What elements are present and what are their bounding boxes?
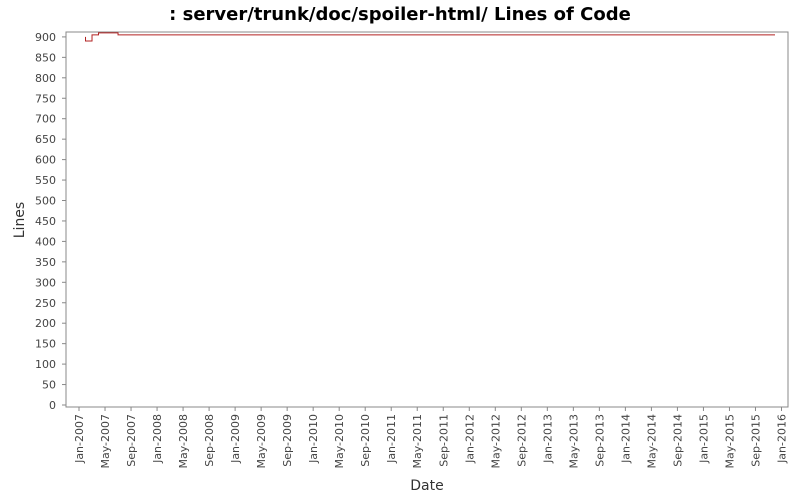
x-tick-label: Sep-2008 <box>203 414 216 467</box>
y-tick-label: 50 <box>42 379 56 392</box>
x-tick-label: May-2014 <box>645 414 658 469</box>
y-tick-label: 250 <box>35 297 56 310</box>
y-tick-label: 200 <box>35 317 56 330</box>
plot-area <box>65 31 789 408</box>
x-tick-label: Sep-2010 <box>359 414 372 467</box>
y-tick-label: 450 <box>35 215 56 228</box>
y-tick-label: 500 <box>35 195 56 208</box>
data-line <box>85 32 775 42</box>
x-tick-label: May-2013 <box>567 414 580 469</box>
y-tick-label: 100 <box>35 358 56 371</box>
x-tick-label: May-2015 <box>723 414 736 469</box>
y-tick-label: 150 <box>35 338 56 351</box>
x-tick-label: Sep-2011 <box>437 414 450 467</box>
x-tick-label: May-2009 <box>255 414 268 469</box>
x-tick-label: May-2011 <box>411 414 424 469</box>
chart-title: : server/trunk/doc/spoiler-html/ Lines o… <box>169 4 631 25</box>
x-tick-label: Jan-2012 <box>463 414 476 464</box>
y-tick-label: 550 <box>35 174 56 187</box>
x-tick-label: Sep-2012 <box>515 414 528 467</box>
y-tick-label: 350 <box>35 256 56 269</box>
x-tick-label: May-2007 <box>99 414 112 469</box>
x-tick-label: Sep-2007 <box>125 414 138 467</box>
y-tick-label: 300 <box>35 276 56 289</box>
x-tick-label: Jan-2014 <box>619 414 632 464</box>
x-tick-label: Jan-2013 <box>541 414 554 464</box>
y-tick-label: 850 <box>35 51 56 64</box>
x-tick-label: Sep-2014 <box>671 414 684 467</box>
x-axis-label: Date <box>410 478 443 494</box>
x-tick-label: Jan-2015 <box>697 414 710 464</box>
x-tick-label: Jan-2007 <box>73 414 86 464</box>
y-tick-label: 400 <box>35 235 56 248</box>
x-tick-label: May-2012 <box>489 414 502 469</box>
y-tick-label: 0 <box>49 399 56 412</box>
y-tick-label: 750 <box>35 92 56 105</box>
y-axis-label: Lines <box>12 202 28 238</box>
y-tick-label: 700 <box>35 113 56 126</box>
y-tick-label: 600 <box>35 154 56 167</box>
x-tick-label: Jan-2010 <box>307 414 320 464</box>
y-tick-label: 650 <box>35 133 56 146</box>
y-tick-label: 900 <box>35 31 56 44</box>
x-tick-label: Jan-2009 <box>229 414 242 464</box>
x-tick-label: May-2008 <box>177 414 190 469</box>
x-tick-label: Jan-2011 <box>385 414 398 464</box>
x-tick-label: Sep-2013 <box>593 414 606 467</box>
y-tick-label: 800 <box>35 72 56 85</box>
x-tick-label: Sep-2009 <box>281 414 294 467</box>
x-tick-label: Sep-2015 <box>749 414 762 467</box>
x-tick-label: Jan-2008 <box>151 414 164 464</box>
x-tick-label: Jan-2016 <box>775 414 788 464</box>
x-tick-label: May-2010 <box>333 414 346 469</box>
